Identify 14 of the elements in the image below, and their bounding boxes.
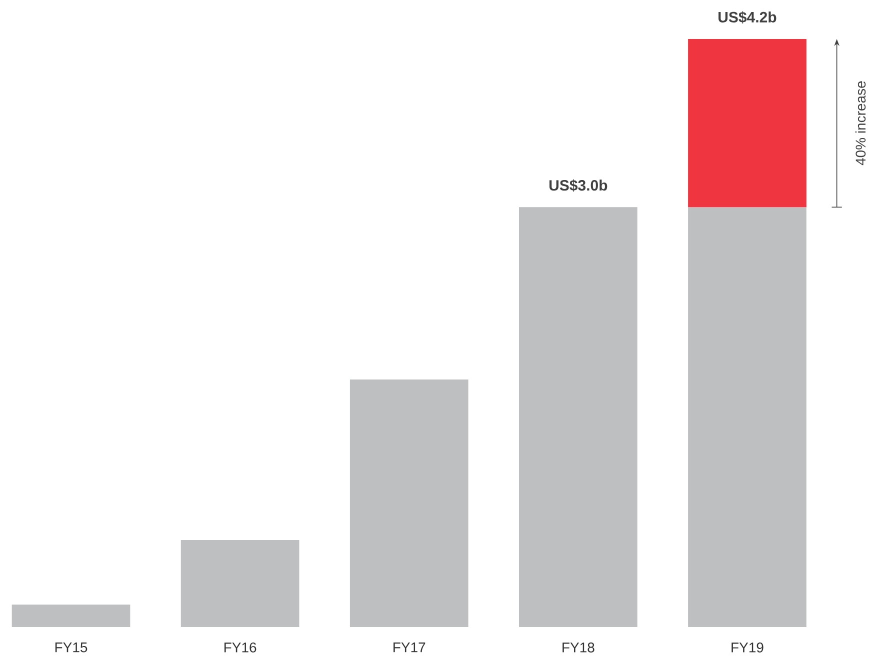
x-tick-label: FY15 [55,642,88,652]
x-tick-label: FY17 [394,642,426,652]
x-tick-label: FY19 [732,642,764,652]
total-label: US$4.2b [718,11,776,24]
bar [12,604,130,627]
bar [688,207,806,627]
bar [180,540,300,627]
bar [688,38,806,208]
x-tick-label: FY18 [562,642,594,652]
bar [519,207,638,627]
total-label: US$3.0b [549,179,608,192]
text: 40% increase [855,81,866,166]
x-tick-label: FY16 [224,642,256,652]
bar [350,379,468,627]
